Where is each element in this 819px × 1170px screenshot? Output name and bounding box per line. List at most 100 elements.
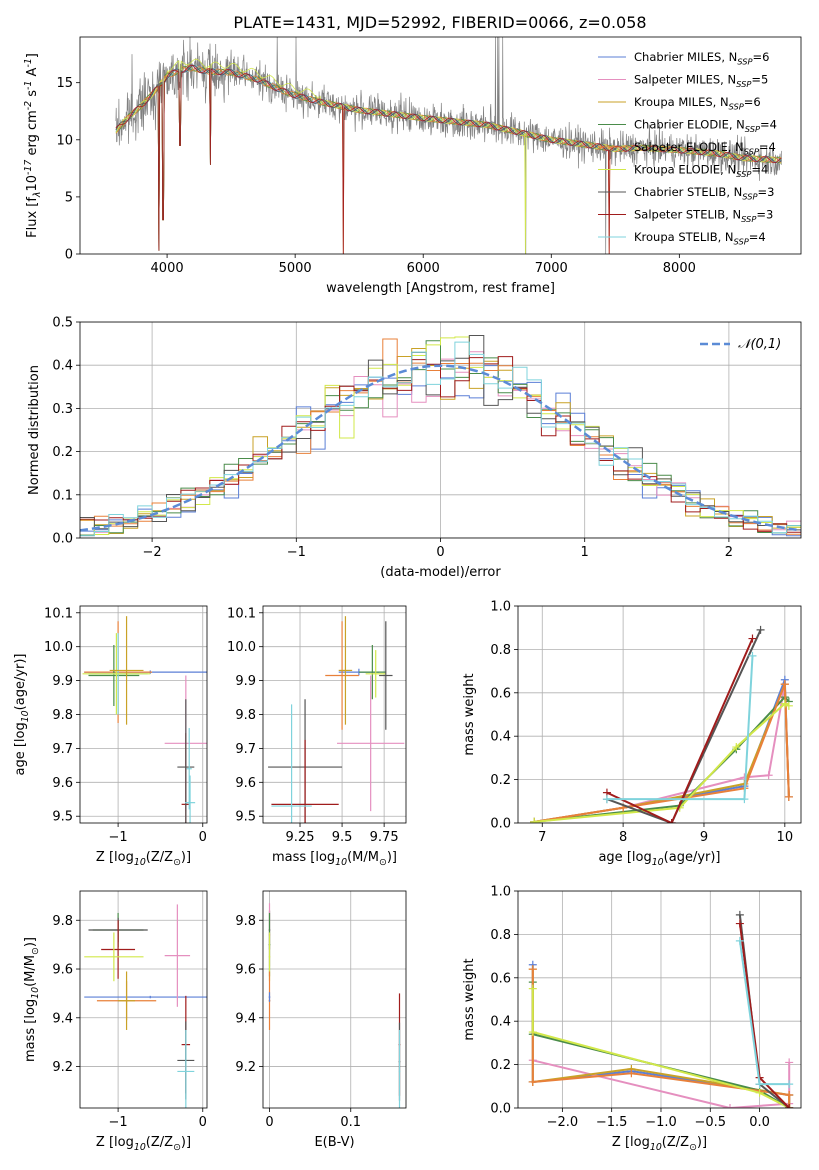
weight-marker (780, 699, 789, 708)
weight-series-line (534, 702, 790, 823)
model-spectrum-line (115, 64, 782, 251)
axes-frame (79, 321, 802, 539)
y-tick-label: 9.8 (235, 914, 256, 929)
x-tick-label: 1 (581, 545, 589, 560)
y-tick-label: 0.6 (490, 686, 511, 701)
model-spectrum-line (115, 65, 782, 251)
x-axis-label: E(B-V) (314, 1135, 354, 1150)
y-tick-label: 0.8 (490, 643, 511, 658)
weight-marker (785, 1058, 794, 1067)
y-axis-label: Normed distribution (27, 365, 42, 495)
x-tick-label: 7 (538, 830, 546, 845)
plot-age-vs-Z: −1 0 9.5 9.6 9.7 9.8 9.9 10.0 10.1 Z [log10(Z/Z⊙)… (13, 605, 208, 868)
plot-area (263, 606, 406, 823)
x-tick-label: −2.0 (547, 1115, 579, 1130)
x-axis-label: Z [log10(Z/Z⊙)] (96, 1135, 191, 1153)
y-tick-label: 9.8 (235, 708, 256, 723)
legend: Chabrier MILES, NSSP=6 Salpeter MILES, NS… (598, 50, 777, 246)
weight-marker (764, 771, 773, 780)
y-tick-label: 0.4 (490, 730, 511, 745)
x-tick-label: −1.0 (645, 1115, 677, 1130)
x-tick-label: 8000 (663, 261, 696, 276)
plot-weight-vs-age: 7 8 9 10 0.0 0.2 0.4 0.6 0.8 1.0 age [log10(age/yr… (462, 600, 802, 868)
legend-entry: Salpeter STELIB, NSSP=3 (634, 208, 773, 224)
y-tick-label: 1.0 (490, 885, 511, 900)
y-tick-label: 9.6 (235, 776, 256, 791)
y-tick-label: 10 (56, 133, 73, 148)
axes-frame (79, 890, 208, 1109)
y-tick-label: 5 (65, 190, 73, 205)
y-axis-label: mass weight (462, 958, 477, 1040)
x-tick-label: −1 (109, 830, 128, 845)
y-tick-label: 9.6 (235, 963, 256, 978)
x-tick-label: 0 (265, 1115, 273, 1130)
plot-area (518, 891, 801, 1108)
weight-series-line (738, 923, 790, 1108)
y-tick-label: 0.1 (52, 488, 73, 503)
weight-marker (755, 1088, 764, 1097)
plot-area (80, 891, 207, 1108)
plot-age-vs-mass: 9.25 9.5 9.75 9.5 9.6 9.7 9.8 9.9 10.0 10.1 mass [… (227, 605, 407, 868)
y-tick-label: 10.0 (227, 640, 256, 655)
y-tick-label: 0 (65, 248, 73, 263)
y-axis-label: mass weight (462, 673, 477, 755)
y-tick-label: 1.0 (490, 600, 511, 615)
weight-marker (785, 1104, 794, 1108)
weight-series-line (534, 695, 790, 823)
y-tick-label: 0.0 (490, 817, 511, 832)
weight-series-line (738, 914, 790, 1108)
x-tick-label: 0 (199, 1115, 207, 1130)
x-tick-label: −1.5 (596, 1115, 628, 1130)
y-axis-label: mass [log10(M/M⊙)] (23, 937, 41, 1062)
y-tick-label: 0.2 (52, 445, 73, 460)
x-tick-label: 9.25 (286, 830, 315, 845)
plot-spectrum: 4000 5000 6000 7000 8000 0 5 10 15 wavelength [An… (23, 36, 802, 296)
y-tick-label: 9.7 (52, 742, 73, 757)
legend-entry: 𝒩(0,1) (738, 337, 781, 352)
y-tick-label: 9.4 (52, 1011, 73, 1026)
x-tick-label: 0 (436, 545, 444, 560)
y-tick-label: 0.6 (490, 971, 511, 986)
x-axis-label: mass [log10(M/M⊙)] (272, 850, 397, 868)
model-spectrum-line (115, 64, 782, 254)
x-tick-label: 5000 (279, 261, 312, 276)
y-tick-label: 9.9 (235, 674, 256, 689)
y-tick-label: 10.1 (227, 606, 256, 621)
x-tick-label: 9 (700, 830, 708, 845)
x-tick-label: 9.5 (332, 830, 353, 845)
y-tick-label: 0.3 (52, 402, 73, 417)
weight-marker (755, 1080, 764, 1089)
x-tick-label: 0 (199, 830, 207, 845)
axes-frame (517, 605, 802, 824)
y-tick-label: 0.5 (52, 316, 73, 331)
x-axis-label: wavelength [Angstrom, rest frame] (326, 281, 555, 296)
weight-marker (735, 910, 744, 919)
plot-area (115, 37, 783, 254)
weight-marker (528, 1028, 537, 1037)
x-tick-label: 2 (725, 545, 733, 560)
y-tick-label: 10.0 (44, 640, 73, 655)
y-tick-label: 9.2 (235, 1060, 256, 1075)
legend-entry: Salpeter MILES, NSSP=5 (634, 73, 768, 89)
weight-marker (740, 795, 749, 804)
model-spectrum-line (115, 58, 782, 254)
plot-weight-vs-Z: −2.0 −1.5 −1.0 −0.5 0.0 0.0 0.2 0.4 0.6 0.8 1.0 Z [… (462, 885, 802, 1153)
weight-marker (735, 936, 744, 945)
weight-series-line (606, 629, 762, 823)
y-tick-label: 9.2 (52, 1060, 73, 1075)
legend-entry: Salpeter ELODIE, NSSP=4 (634, 140, 776, 156)
y-tick-label: 9.5 (235, 810, 256, 825)
weight-marker (748, 634, 757, 643)
x-tick-label: 10 (777, 830, 794, 845)
x-tick-label: −2 (143, 545, 162, 560)
y-tick-label: 0.2 (490, 773, 511, 788)
x-axis-label: (data-model)/error (380, 565, 501, 580)
y-tick-label: 15 (56, 76, 73, 91)
y-tick-label: 9.4 (235, 1011, 256, 1026)
plot-area (518, 606, 801, 823)
weight-marker (528, 965, 537, 974)
weight-marker (748, 651, 757, 660)
plot-area (80, 322, 801, 538)
axes-frame (262, 890, 407, 1109)
